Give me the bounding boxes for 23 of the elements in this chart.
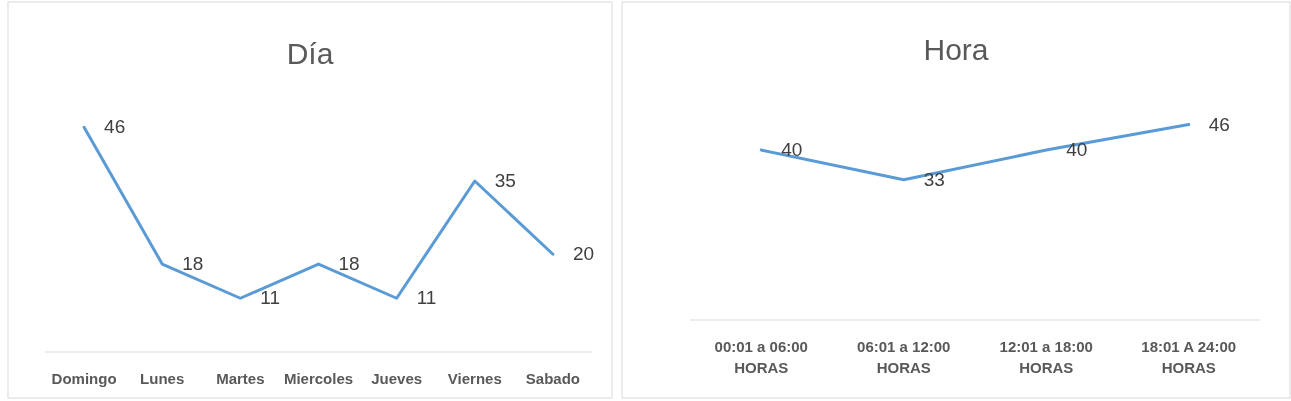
- x-tick-label: Sabado: [525, 370, 581, 387]
- x-tick-label: Miercoles: [283, 370, 354, 387]
- data-label: 11: [260, 287, 281, 309]
- x-tick-label: Viernes: [447, 370, 502, 387]
- x-tick-label: 18:01 A 24:00 HORAS: [1141, 338, 1237, 376]
- data-label: 20: [572, 243, 595, 265]
- data-label: 46: [104, 116, 126, 138]
- x-tick-label: 00:01 a 06:00 HORAS: [714, 338, 808, 376]
- x-tick-label: Martes: [216, 370, 265, 387]
- chart-title: Hora: [923, 33, 989, 66]
- data-label: 11: [416, 287, 437, 309]
- x-tick-label: 12:01 a 18:00 HORAS: [999, 338, 1093, 376]
- data-label: 18: [182, 253, 204, 275]
- data-label: 33: [923, 168, 945, 190]
- data-label: 46: [1208, 113, 1230, 135]
- x-tick-label: Lunes: [140, 370, 185, 387]
- x-tick-label: 06:01 a 12:00 HORAS: [857, 338, 951, 376]
- chart-title: Día: [286, 37, 334, 70]
- data-label: 18: [338, 253, 360, 275]
- data-label: 35: [494, 169, 516, 191]
- x-tick-label: Domingo: [51, 370, 117, 387]
- data-label: 40: [781, 139, 803, 161]
- x-tick-label: Jueves: [371, 370, 423, 387]
